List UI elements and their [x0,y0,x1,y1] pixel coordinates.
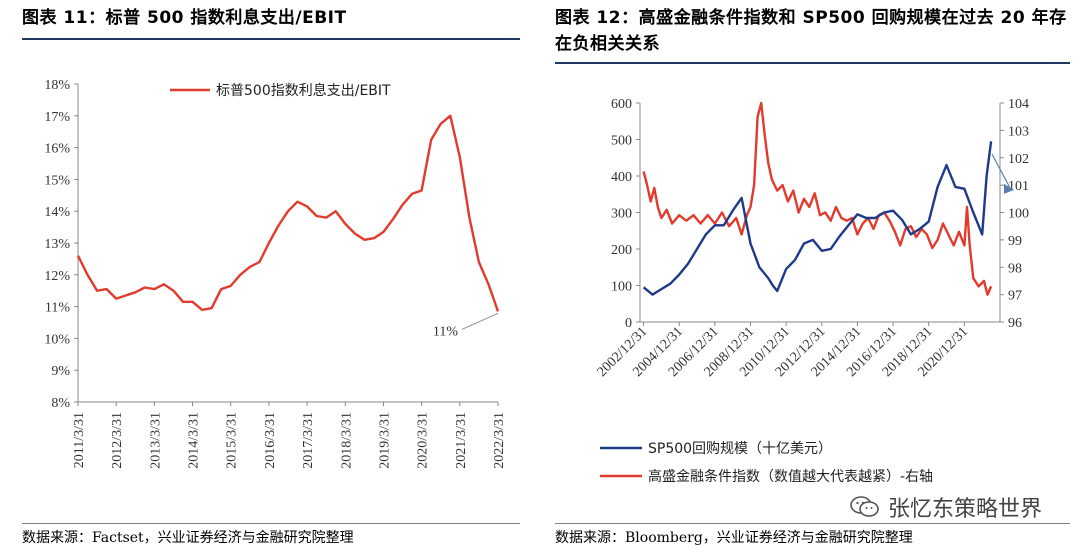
left-chart-title: 图表 11：标普 500 指数利息支出/EBIT [22,8,347,28]
watermark: 张忆东策略世界 [850,491,1042,523]
x-tick-label: 2014/3/31 [187,412,202,469]
left-chart-panel: 图表 11：标普 500 指数利息支出/EBIT 8% 9% 10% 11% 12% 13… [0,0,520,557]
wechat-icon [850,496,879,517]
buyback-line [642,141,993,296]
left-y-tick-label: 600 [611,97,632,112]
left-y-tick-label: 400 [611,170,632,185]
y-tick-label: 11% [45,301,70,316]
annotation-label: 11% [433,324,458,339]
y-tick-label: 14% [44,205,70,220]
right-y-tick-label: 101 [1008,179,1029,194]
x-tick-label: 2016/3/31 [263,412,278,469]
x-tick-label: 2012/3/31 [110,412,125,469]
y-tick-label: 10% [44,332,70,347]
right-dual-axis-chart: 0 100 200 300 400 500 600 96 97 98 99 100 101 102 103 1… [595,97,1029,485]
right-title-rule [555,62,1070,64]
y-tick-label: 13% [44,237,70,252]
left-title-rule [22,38,520,40]
right-chart-source: 数据来源：Bloomberg，兴业证券经济与金融研究院整理 [555,530,913,546]
annotation-leader [461,312,499,330]
right-y-tick-label: 100 [1008,207,1029,222]
watermark-text: 张忆东策略世界 [887,497,1042,522]
left-y-tick-label: 0 [625,316,632,331]
y-tick-label: 9% [51,364,70,379]
left-y-tick-label: 300 [611,207,632,222]
y-tick-label: 8% [51,396,70,411]
legend-label-buyback: SP500回购规模（十亿美元） [648,441,832,457]
annotation-arrow-head [1004,183,1014,194]
left-source-rule [22,523,520,524]
left-line-chart: 8% 9% 10% 11% 12% 13% 14% 15% 16% 17% 18% 2011/3/31… [44,78,507,469]
x-tick-label: 2015/3/31 [225,412,240,469]
x-tick-label: 2022/3/31 [492,412,507,469]
y-tick-label: 18% [44,78,70,93]
right-y-tick-label: 97 [1008,289,1022,304]
x-tick-label: 2020/3/31 [416,412,431,469]
legend-label-fci: 高盛金融条件指数（数值越大代表越紧）-右轴 [648,468,933,485]
left-y-tick-label: 500 [611,134,632,149]
x-tick-label: 2013/3/31 [148,412,163,469]
fci-line [642,101,993,296]
annotation-arrow-line [991,153,1011,189]
right-y-tick-label: 99 [1008,234,1022,249]
x-tick-label: 2019/3/31 [377,412,392,469]
y-tick-label: 12% [44,269,70,284]
right-chart-panel: 图表 12：高盛金融条件指数和 SP500 回购规模在过去 20 年存在负相关关… [545,0,1080,557]
right-y-tick-label: 102 [1008,152,1029,167]
x-tick-label: 2018/3/31 [339,412,354,469]
left-chart-source: 数据来源：Factset，兴业证券经济与金融研究院整理 [22,530,354,546]
x-tick-label: 2017/3/31 [301,412,316,469]
legend-label: 标普500指数利息支出/EBIT [216,82,391,99]
right-chart-title: 图表 12：高盛金融条件指数和 SP500 回购规模在过去 20 年存在负相关关… [555,8,1067,54]
interest-ebit-line [76,114,500,312]
y-tick-label: 15% [44,173,70,188]
y-tick-label: 17% [44,110,70,125]
right-y-tick-label: 98 [1008,261,1022,276]
left-y-tick-label: 200 [611,243,632,258]
right-y-tick-label: 96 [1008,316,1022,331]
right-y-tick-label: 104 [1008,97,1029,112]
right-y-tick-label: 103 [1008,124,1029,139]
left-y-tick-label: 100 [611,280,632,295]
x-tick-label: 2021/3/31 [454,412,469,469]
x-tick-label: 2011/3/31 [72,412,87,468]
y-tick-label: 16% [44,142,70,157]
right-source-rule [555,523,1070,524]
